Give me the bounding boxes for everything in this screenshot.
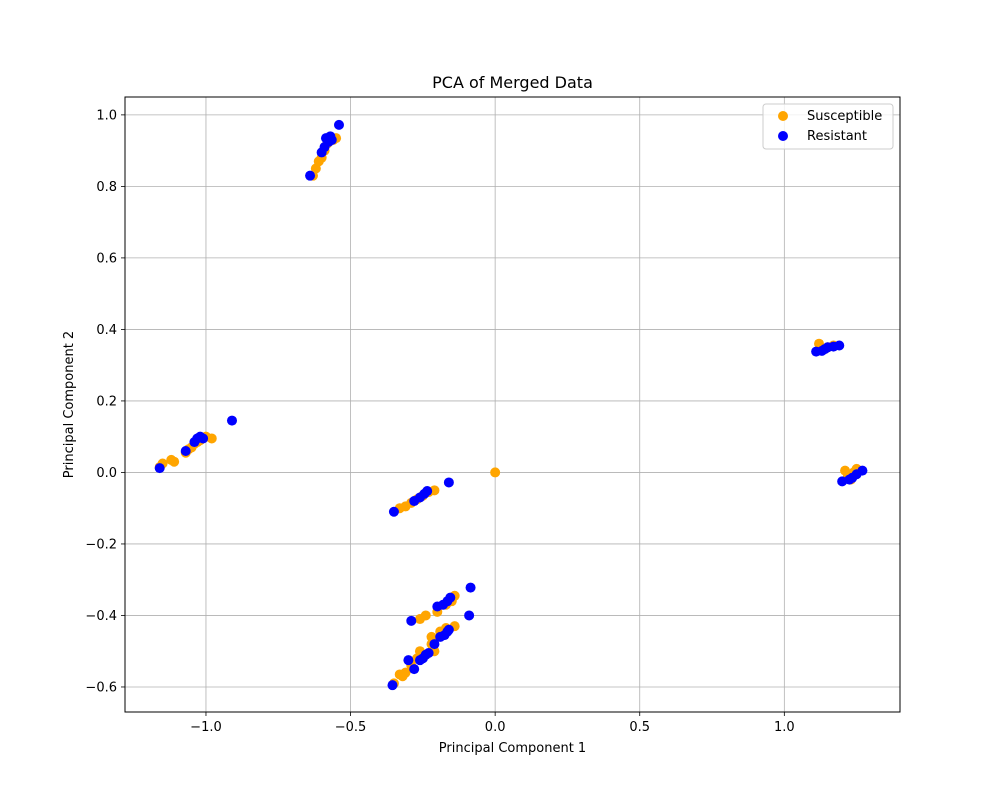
data-point [464, 610, 475, 621]
x-axis-title: Principal Component 1 [439, 741, 586, 756]
data-point [465, 582, 476, 593]
data-point [443, 624, 454, 635]
y-tick-label: 0.0 [96, 466, 117, 481]
plot-area-frame [124, 96, 901, 713]
legend-box [762, 103, 894, 150]
y-axis-ticks: −0.6 −0.4 −0.2 0.0 0.2 0.4 0.6 0.8 1.0 [85, 108, 125, 695]
data-point [387, 680, 398, 691]
y-tick-label: 0.6 [96, 251, 117, 266]
legend: Susceptible Resistant [762, 103, 894, 150]
data-point [420, 610, 431, 621]
grid [125, 97, 900, 712]
y-tick-label: −0.6 [85, 680, 117, 695]
data-point [409, 664, 420, 675]
y-tick-label: 0.8 [96, 180, 117, 195]
data-point [423, 648, 434, 659]
data-point [169, 456, 180, 467]
data-point [834, 340, 845, 351]
data-point [406, 615, 417, 626]
data-point [388, 506, 399, 517]
data-point [429, 639, 440, 650]
data-point [422, 486, 433, 497]
legend-label-resistant: Resistant [807, 129, 867, 144]
data-point [857, 465, 868, 476]
data-point [333, 119, 344, 130]
data-point [180, 445, 191, 456]
x-tick-label: 1.0 [774, 720, 795, 735]
data-point [154, 463, 165, 474]
data-point [305, 170, 316, 181]
x-axis-ticks: −1.0 −0.5 0.0 0.5 1.0 [190, 712, 795, 735]
data-point [443, 477, 454, 488]
x-tick-label: 0.0 [485, 720, 506, 735]
data-point [403, 655, 414, 666]
data-points [154, 119, 868, 691]
x-tick-label: −0.5 [335, 720, 367, 735]
data-point [490, 467, 501, 478]
data-point [326, 134, 337, 145]
data-point [198, 433, 209, 444]
legend-label-susceptible: Susceptible [807, 109, 882, 124]
legend-marker-susceptible [778, 111, 788, 121]
x-tick-label: −1.0 [190, 720, 222, 735]
data-point [400, 667, 411, 678]
legend-marker-resistant [778, 131, 788, 141]
x-tick-label: 0.5 [629, 720, 650, 735]
y-axis-title: Principal Component 2 [62, 331, 77, 478]
data-point [429, 485, 440, 496]
data-point [445, 592, 456, 603]
y-tick-label: −0.2 [85, 537, 117, 552]
data-point [226, 415, 237, 426]
y-tick-label: 0.4 [96, 323, 117, 338]
y-tick-label: 1.0 [96, 108, 117, 123]
y-tick-label: −0.4 [85, 609, 117, 624]
series-1 [154, 119, 868, 691]
chart-title: PCA of Merged Data [432, 73, 593, 92]
y-tick-label: 0.2 [96, 394, 117, 409]
